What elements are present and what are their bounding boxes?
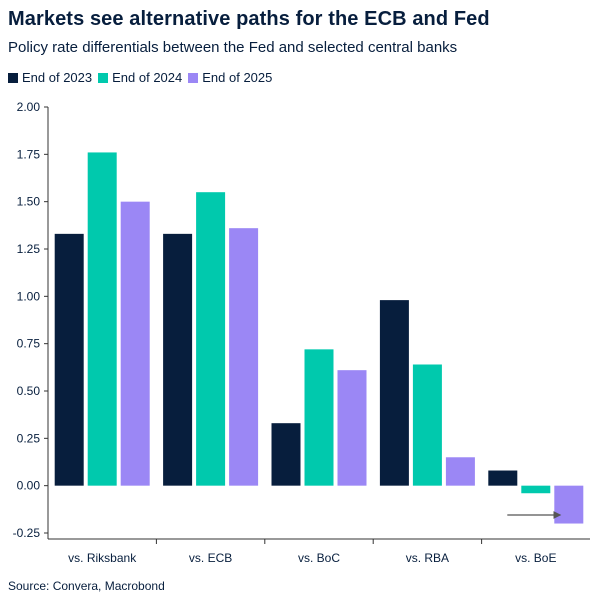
bar [412, 364, 442, 486]
legend-swatch-2023 [8, 72, 18, 83]
y-tick-label: 0.50 [17, 384, 41, 398]
x-tick-label: vs. RBA [406, 551, 449, 565]
y-tick-label: 1.75 [17, 147, 41, 161]
source-note: Source: Convera, Macrobond [8, 579, 165, 593]
x-axis: vs. Riksbank vs. ECB vs. BoC vs. RBA vs. BoE [48, 538, 590, 565]
y-tick-label: 1.50 [17, 195, 41, 209]
legend-label-2023: End of 2023 [22, 70, 93, 85]
x-tick-label: vs. BoE [515, 551, 556, 565]
bar [54, 233, 84, 486]
y-tick-label: 0.75 [17, 337, 41, 351]
x-tick-label: vs. ECB [189, 551, 232, 565]
bar [379, 300, 409, 486]
legend-swatch-2024 [98, 72, 109, 83]
legend: End of 2023 End of 2024 End of 2025 [8, 70, 278, 85]
legend-label-2024: End of 2024 [112, 70, 183, 85]
bar [445, 457, 475, 486]
bar [229, 228, 259, 486]
bar [554, 485, 584, 524]
bar [271, 423, 301, 486]
bar [521, 485, 551, 494]
bar [87, 152, 117, 486]
bar [196, 192, 226, 486]
y-tick-label: 2.00 [17, 100, 41, 114]
y-tick-label: -0.25 [13, 526, 41, 540]
y-tick-label: 0.25 [17, 431, 41, 445]
bar [488, 470, 518, 486]
legend-swatch-2025 [188, 72, 199, 83]
x-tick-label: vs. Riksbank [68, 551, 137, 565]
y-tick-label: 1.25 [17, 242, 41, 256]
y-axis: -0.25 0.00 0.25 0.50 0.75 1.00 1.25 1.50 1.75 2.0… [13, 100, 49, 540]
bar [337, 370, 367, 486]
legend-item-2025: End of 2025 [188, 70, 272, 85]
bar [163, 233, 193, 486]
bar [304, 349, 334, 486]
y-tick-label: 0.00 [17, 479, 41, 493]
legend-item-2023: End of 2023 [8, 70, 92, 85]
legend-item-2024: End of 2024 [98, 70, 182, 85]
bars [54, 152, 584, 524]
x-tick-label: vs. BoC [298, 551, 340, 565]
chart-subtitle: Policy rate differentials between the Fe… [8, 39, 458, 56]
y-tick-label: 1.00 [17, 289, 41, 303]
chart-title: Markets see alternative paths for the EC… [8, 8, 490, 30]
legend-label-2025: End of 2025 [202, 70, 273, 85]
bar [120, 201, 150, 486]
